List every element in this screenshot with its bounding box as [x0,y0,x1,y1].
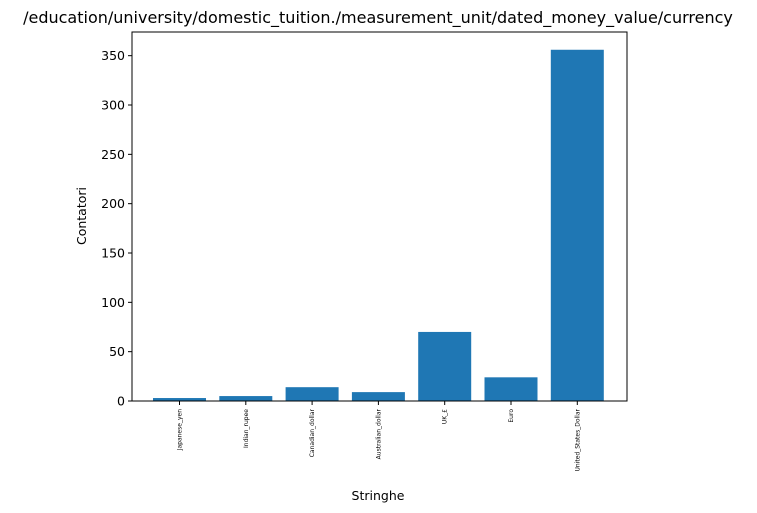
plot-frame [131,31,628,402]
y-tick-label: 50 [109,344,125,359]
x-tick-label: United_States_Dollar [574,408,581,471]
bar [153,398,206,401]
y-tick-label: 100 [101,295,125,310]
x-tick-label: UK_£ [442,409,449,424]
y-ticks-group: 0 50 100 150 200 250 300 350 [101,48,132,409]
bar [550,49,604,401]
x-tick-label: Indian_rupee [243,409,250,448]
bar [219,396,273,401]
x-tick-label: Euro [508,409,515,423]
y-tick-label: 0 [117,394,125,409]
x-tick-label: Canadian_dollar [309,408,316,457]
y-tick-label: 250 [101,147,125,162]
x-tick-label: Australian_dollar [375,408,382,459]
bars-group [153,49,604,401]
bar [484,377,538,401]
bar [285,387,339,401]
x-tick-label: Japanese_yen [177,409,184,451]
y-tick-label: 300 [101,98,125,113]
bar [351,392,405,401]
y-tick-label: 350 [101,48,125,63]
y-axis-label: Contatori [74,187,89,245]
x-axis-label: Stringhe [352,488,405,503]
x-ticks-group: Japanese_yen Indian_rupee Canadian_dollar A… [177,401,581,472]
y-tick-label: 200 [101,196,125,211]
bar [418,331,472,401]
y-tick-label: 150 [101,246,125,261]
chart-title: /education/university/domestic_tuition./… [23,8,733,28]
